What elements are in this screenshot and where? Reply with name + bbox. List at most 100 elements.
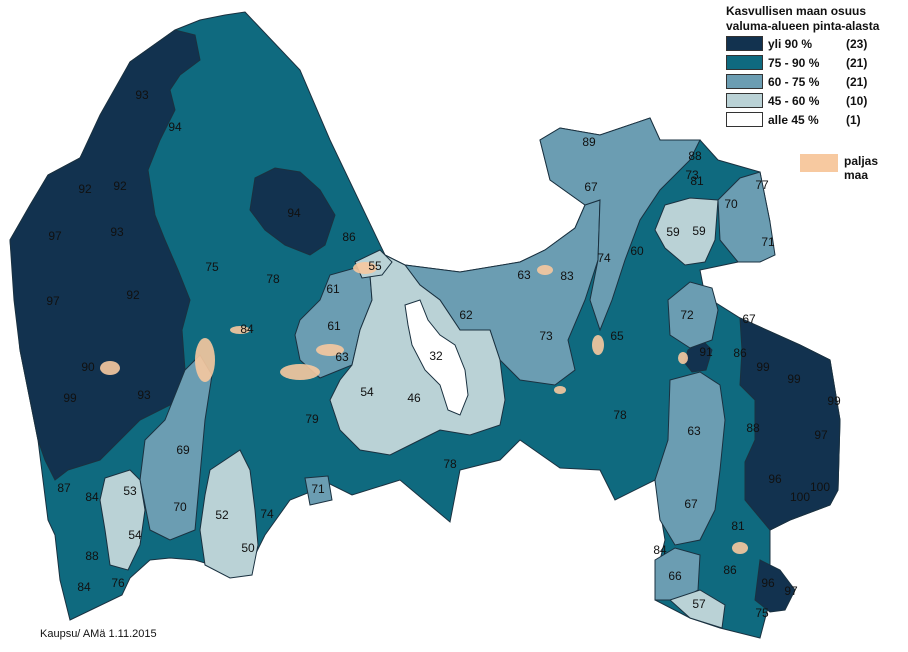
region-value-label: 54 <box>128 528 142 542</box>
region-value-label: 97 <box>48 229 62 243</box>
legend-row: yli 90 % (23) <box>726 34 904 53</box>
region-value-label: 96 <box>768 472 782 486</box>
region-value-label: 97 <box>46 294 60 308</box>
region-57 <box>669 589 726 629</box>
region-value-label: 93 <box>137 388 151 402</box>
region-value-label: 61 <box>327 319 341 333</box>
region-value-label: 75 <box>755 606 769 620</box>
legend-row: alle 45 % (1) <box>726 110 904 129</box>
region-value-label: 50 <box>241 541 255 555</box>
region-value-label: 93 <box>110 225 124 239</box>
legend-swatch <box>726 93 763 108</box>
region-value-label: 88 <box>688 149 702 163</box>
region-value-label: 63 <box>517 268 531 282</box>
region-value-label: 84 <box>77 580 91 594</box>
region-value-label: 71 <box>311 482 325 496</box>
region-west-dark <box>9 29 201 481</box>
credit-text: Kaupsu/ AMä 1.11.2015 <box>40 628 157 640</box>
region-value-label: 99 <box>756 360 770 374</box>
region-value-label: 89 <box>582 135 596 149</box>
region-value-label: 52 <box>215 508 229 522</box>
region-value-label: 92 <box>126 288 140 302</box>
region-value-label: 76 <box>111 576 125 590</box>
region-53-54 <box>99 469 146 571</box>
legend-row: 60 - 75 % (21) <box>726 72 904 91</box>
legend-row: 75 - 90 % (21) <box>726 53 904 72</box>
region-value-label: 86 <box>342 230 356 244</box>
legend-count: (23) <box>846 36 868 51</box>
legend-count: (10) <box>846 93 868 108</box>
region-value-label: 74 <box>260 507 274 521</box>
region-value-label: 66 <box>668 569 682 583</box>
bare-ground-label-line2: maa <box>844 168 869 182</box>
legend-bare-ground: paljas maa <box>800 154 904 182</box>
legend-label: alle 45 % <box>768 112 819 127</box>
region-72 <box>667 281 719 349</box>
region-value-label: 79 <box>305 412 319 426</box>
region-value-label: 32 <box>429 349 443 363</box>
region-value-label: 67 <box>684 497 698 511</box>
region-value-label: 73 <box>685 168 699 182</box>
legend: Kasvullisen maan osuus valuma-alueen pin… <box>726 4 904 129</box>
bare-ground-patches <box>100 262 748 554</box>
region-value-label: 88 <box>746 421 760 435</box>
region-value-label: 100 <box>810 480 830 494</box>
region-value-label: 53 <box>123 484 137 498</box>
region-value-label: 99 <box>827 394 841 408</box>
region-value-label: 78 <box>266 272 280 286</box>
region-value-label: 72 <box>680 308 694 322</box>
region-value-label: 78 <box>443 457 457 471</box>
region-value-label: 63 <box>687 424 701 438</box>
region-value-label: 99 <box>787 372 801 386</box>
region-value-label: 59 <box>692 224 706 238</box>
region-value-label: 61 <box>326 282 340 296</box>
legend-label: yli 90 % <box>768 36 813 51</box>
legend-label: 60 - 75 % <box>768 74 820 89</box>
legend-swatch <box>726 36 763 51</box>
region-value-label: 97 <box>784 584 798 598</box>
legend-title-line2: valuma-alueen pinta-alasta <box>726 19 880 33</box>
region-value-label: 65 <box>610 329 624 343</box>
region-value-label: 93 <box>135 88 149 102</box>
region-value-label: 78 <box>613 408 627 422</box>
region-value-label: 74 <box>597 251 611 265</box>
region-value-label: 97 <box>814 428 828 442</box>
region-value-label: 88 <box>85 549 99 563</box>
legend-count: (21) <box>846 74 868 89</box>
region-value-label: 84 <box>653 543 667 557</box>
region-labels: 93 94 92 92 97 93 94 97 92 90 99 93 75 78 86 84 55 61 61 63… <box>46 88 841 620</box>
region-value-label: 86 <box>723 563 737 577</box>
region-value-label: 84 <box>85 490 99 504</box>
legend-label: 75 - 90 % <box>768 55 820 70</box>
region-value-label: 81 <box>731 519 745 533</box>
legend-swatch <box>726 55 763 70</box>
region-value-label: 94 <box>168 120 182 134</box>
region-value-label: 92 <box>113 179 127 193</box>
region-value-label: 75 <box>205 260 219 274</box>
region-value-label: 91 <box>699 345 713 359</box>
region-value-label: 83 <box>560 269 574 283</box>
region-value-label: 90 <box>81 360 95 374</box>
region-east-dark <box>739 317 841 531</box>
region-value-label: 69 <box>176 443 190 457</box>
legend-swatch <box>726 74 763 89</box>
region-66 <box>654 547 701 601</box>
legend-swatch <box>726 112 763 127</box>
region-value-label: 57 <box>692 597 706 611</box>
region-94-dark <box>249 167 336 256</box>
legend-label: 45 - 60 % <box>768 93 820 108</box>
region-value-label: 94 <box>287 206 301 220</box>
region-value-label: 87 <box>57 481 71 495</box>
region-value-label: 84 <box>240 322 254 336</box>
legend-count: (1) <box>846 112 861 127</box>
region-70-71 <box>717 171 776 263</box>
region-value-label: 54 <box>360 385 374 399</box>
region-value-label: 71 <box>761 235 775 249</box>
region-52-50 <box>199 449 259 579</box>
region-value-label: 59 <box>666 225 680 239</box>
region-value-label: 92 <box>78 182 92 196</box>
region-value-label: 96 <box>761 576 775 590</box>
region-value-label: 60 <box>630 244 644 258</box>
bare-ground-swatch <box>800 154 838 172</box>
